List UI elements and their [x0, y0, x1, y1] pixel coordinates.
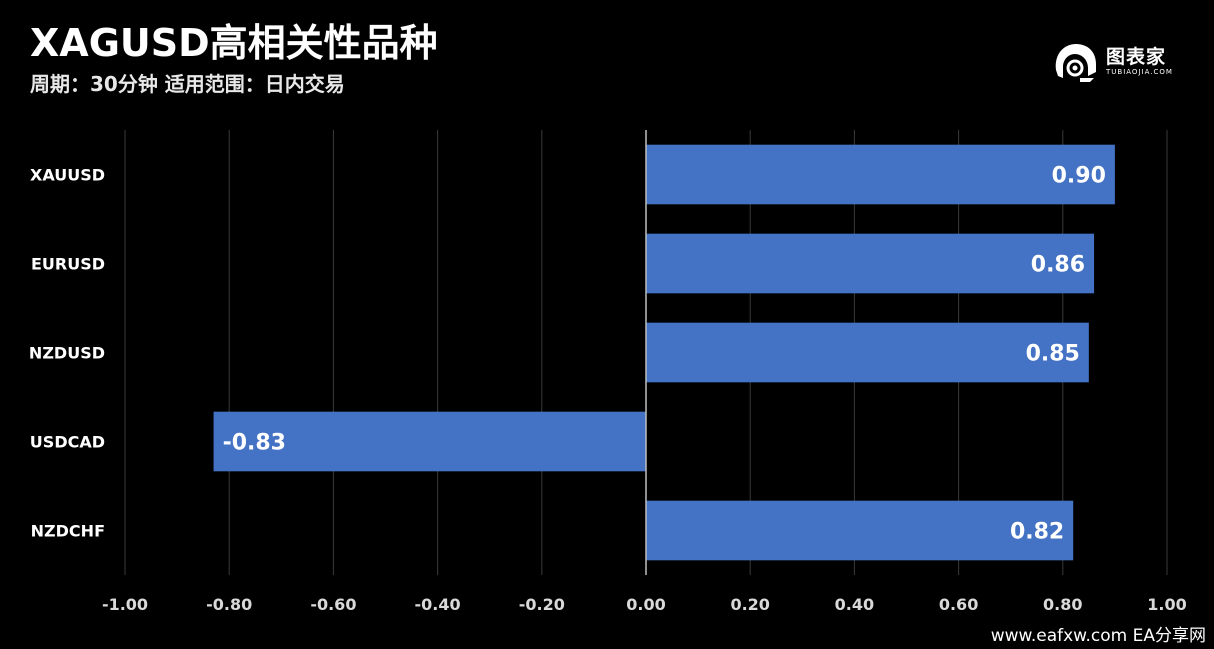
value-label: 0.90: [1052, 164, 1106, 189]
x-tick-label: -0.60: [310, 595, 356, 614]
footer-watermark: www.eafxw.com EA分享网: [990, 626, 1206, 646]
value-label: 0.86: [1031, 253, 1085, 278]
category-label: XAUUSD: [30, 166, 105, 185]
bar-eurusd: [646, 233, 1095, 294]
x-tick-label: 0.20: [730, 595, 769, 614]
x-tick-label: -0.20: [519, 595, 565, 614]
value-label: 0.85: [1026, 342, 1080, 367]
value-label: 0.82: [1010, 520, 1064, 545]
robot-head-icon: [1055, 44, 1096, 82]
logo-text: 图表家: [1106, 46, 1167, 68]
x-tick-label: 0.60: [939, 595, 978, 614]
brand-logo: 图表家 TUBIAOJIA.COM: [1050, 40, 1190, 84]
category-label: EURUSD: [31, 255, 105, 274]
bar-nzdchf: [646, 500, 1074, 561]
x-tick-label: 0.40: [835, 595, 874, 614]
logo-subtext: TUBIAOJIA.COM: [1106, 68, 1173, 76]
x-axis-tick-labels: -1.00 -0.80 -0.60 -0.40 -0.20 0.00 0.20 0.40 0.6…: [102, 595, 1187, 614]
value-label: -0.83: [223, 431, 286, 456]
value-labels: 0.90 0.86 0.85 -0.83 0.82: [223, 164, 1106, 545]
category-labels: XAUUSD EURUSD NZDUSD USDCAD NZDCHF: [29, 166, 105, 541]
chart-title: XAGUSD高相关性品种: [30, 21, 438, 65]
bar-nzdusd: [646, 322, 1089, 383]
x-tick-label: -0.80: [206, 595, 252, 614]
x-tick-label: 0.80: [1043, 595, 1082, 614]
x-tick-label: -0.40: [415, 595, 461, 614]
category-label: NZDCHF: [31, 522, 105, 541]
x-tick-label: -1.00: [102, 595, 148, 614]
chart-subtitle: 周期：30分钟 适用范围：日内交易: [30, 72, 345, 96]
bar-usdcad: [213, 411, 646, 472]
category-label: NZDUSD: [29, 344, 105, 363]
bar-xauusd: [646, 144, 1115, 205]
bars: [213, 144, 1115, 561]
x-tick-label: 0.00: [626, 595, 665, 614]
category-label: USDCAD: [30, 433, 105, 452]
x-tick-label: 1.00: [1147, 595, 1186, 614]
